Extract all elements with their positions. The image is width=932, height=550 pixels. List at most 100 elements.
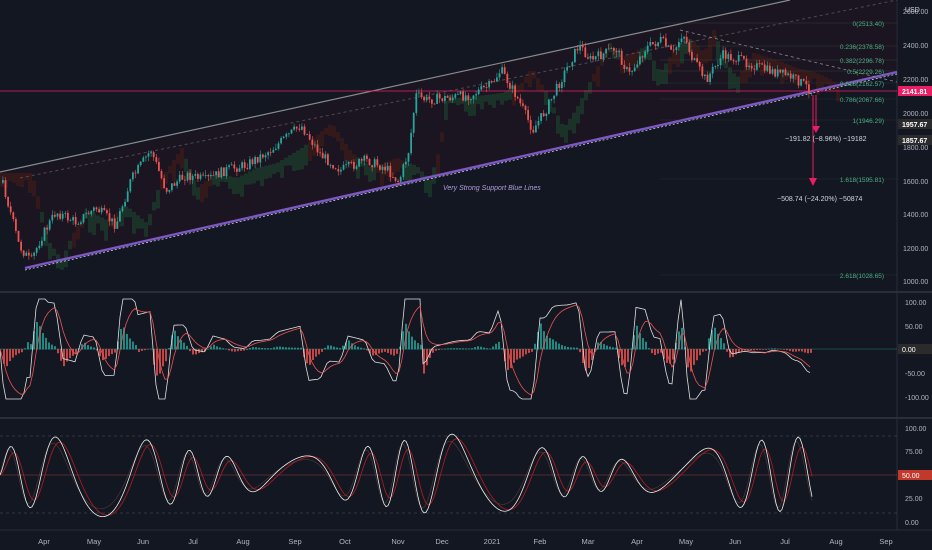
macd-histogram-bar xyxy=(252,347,254,350)
cloud-segment xyxy=(828,79,832,92)
macd-histogram-bar xyxy=(30,344,32,350)
cloud-segment xyxy=(472,96,476,116)
macd-histogram-bar xyxy=(771,348,773,350)
candle-body xyxy=(254,156,256,165)
candle-body xyxy=(397,180,399,182)
channel-upper-line[interactable] xyxy=(0,0,791,173)
stoch-axis[interactable]: 100.00 75.00 25.00 0.00 50.00 xyxy=(898,426,932,527)
cloud-segment xyxy=(88,211,92,233)
candle-body xyxy=(119,211,121,222)
macd-pane[interactable] xyxy=(0,298,897,400)
candle-body xyxy=(295,126,298,129)
measure-arrowhead-1 xyxy=(812,126,820,133)
candle-body xyxy=(251,159,254,165)
macd-histogram-bar xyxy=(627,349,629,362)
macd-histogram-bar xyxy=(6,349,8,367)
candle-body xyxy=(550,98,553,100)
candle-body xyxy=(324,154,327,159)
candle-body xyxy=(511,85,514,89)
cloud-segment xyxy=(652,60,656,81)
candle-body xyxy=(691,51,693,60)
candle-body xyxy=(779,69,782,73)
cloud-segment xyxy=(528,71,532,87)
price-tick: 1000.00 xyxy=(903,279,928,286)
macd-histogram-bar xyxy=(75,349,77,355)
fib-retracement[interactable] xyxy=(660,22,897,276)
price-pane[interactable] xyxy=(0,0,897,291)
cloud-segment xyxy=(556,115,560,134)
candle-body xyxy=(87,213,90,215)
stoch-pane[interactable] xyxy=(0,433,897,518)
cloud-segment xyxy=(808,71,812,83)
cloud-segment xyxy=(396,158,400,172)
cloud-segment xyxy=(444,100,448,121)
cloud-segment xyxy=(760,55,764,76)
candle-body xyxy=(555,83,558,96)
time-tick: Sep xyxy=(879,537,892,546)
candle-body xyxy=(758,63,761,65)
cloud-segment xyxy=(636,50,640,71)
candle-body xyxy=(178,174,181,182)
candle-body xyxy=(217,171,220,178)
macd-histogram-bar xyxy=(87,345,89,350)
candle-body xyxy=(2,180,4,183)
time-tick: Oct xyxy=(339,537,352,546)
macd-histogram-bar xyxy=(360,347,362,350)
candle-body xyxy=(100,207,103,213)
macd-histogram-bar xyxy=(120,329,122,350)
macd-histogram-bar xyxy=(603,344,605,350)
time-axis[interactable]: Apr May Jun Jul Aug Sep Oct Nov Dec 2021 Feb Mar Apr… xyxy=(38,537,893,546)
macd-histogram-bar xyxy=(639,332,641,350)
macd-histogram-bar xyxy=(9,349,11,362)
cloud-segment xyxy=(724,61,728,69)
candle-body xyxy=(719,58,722,66)
candle-body xyxy=(774,69,776,77)
cloud-segment xyxy=(772,59,776,71)
macd-histogram-bar xyxy=(60,349,62,361)
channel-mid-line[interactable] xyxy=(19,0,898,179)
candle-body xyxy=(46,227,48,230)
macd-histogram-bar xyxy=(396,349,398,354)
candle-body xyxy=(532,129,535,133)
candle-body xyxy=(644,51,646,58)
macd-histogram-bar xyxy=(459,348,461,350)
cloud-segment xyxy=(836,85,840,102)
macd-histogram-bar xyxy=(192,349,194,355)
cloud-segment xyxy=(152,202,156,211)
macd-histogram-bar xyxy=(513,349,515,363)
cloud-segment xyxy=(116,212,120,228)
macd-histogram-bar xyxy=(114,349,116,353)
candle-body xyxy=(784,69,787,76)
candle-body xyxy=(566,67,568,71)
macd-histogram-bar xyxy=(426,349,428,366)
candle-body xyxy=(210,174,212,177)
candle-body xyxy=(48,220,51,230)
candlestick-series[interactable] xyxy=(2,32,813,260)
cloud-segment xyxy=(524,77,528,84)
macd-axis[interactable]: 100.00 50.00 -50.00 -100.00 0.00 xyxy=(898,300,932,402)
macd-histogram-bar xyxy=(474,347,476,350)
candle-body xyxy=(459,91,462,95)
cloud-segment xyxy=(640,48,644,63)
cloud-segment xyxy=(684,41,688,54)
candle-body xyxy=(61,213,64,219)
macd-badge-text: 0.00 xyxy=(902,347,916,354)
cloud-segment xyxy=(376,165,380,174)
price-axis[interactable]: 2600.00 2400.00 2200.00 2000.00 1800.00 1600.… xyxy=(903,9,928,286)
macd-histogram-bar xyxy=(36,321,38,350)
cloud-segment xyxy=(268,164,272,178)
macd-histogram-bar xyxy=(804,349,806,353)
cloud-segment xyxy=(204,181,208,198)
candle-body xyxy=(327,154,329,166)
candle-body xyxy=(769,65,771,74)
cloud-segment xyxy=(40,211,44,223)
macd-histogram-bar xyxy=(24,348,26,350)
cloud-segment xyxy=(820,75,824,90)
support-line[interactable] xyxy=(24,70,898,270)
candle-body xyxy=(106,210,108,214)
macd-histogram-bar xyxy=(330,345,332,350)
candle-body xyxy=(223,167,225,176)
candle-body xyxy=(371,165,373,168)
fib-trend-line[interactable] xyxy=(679,29,898,83)
